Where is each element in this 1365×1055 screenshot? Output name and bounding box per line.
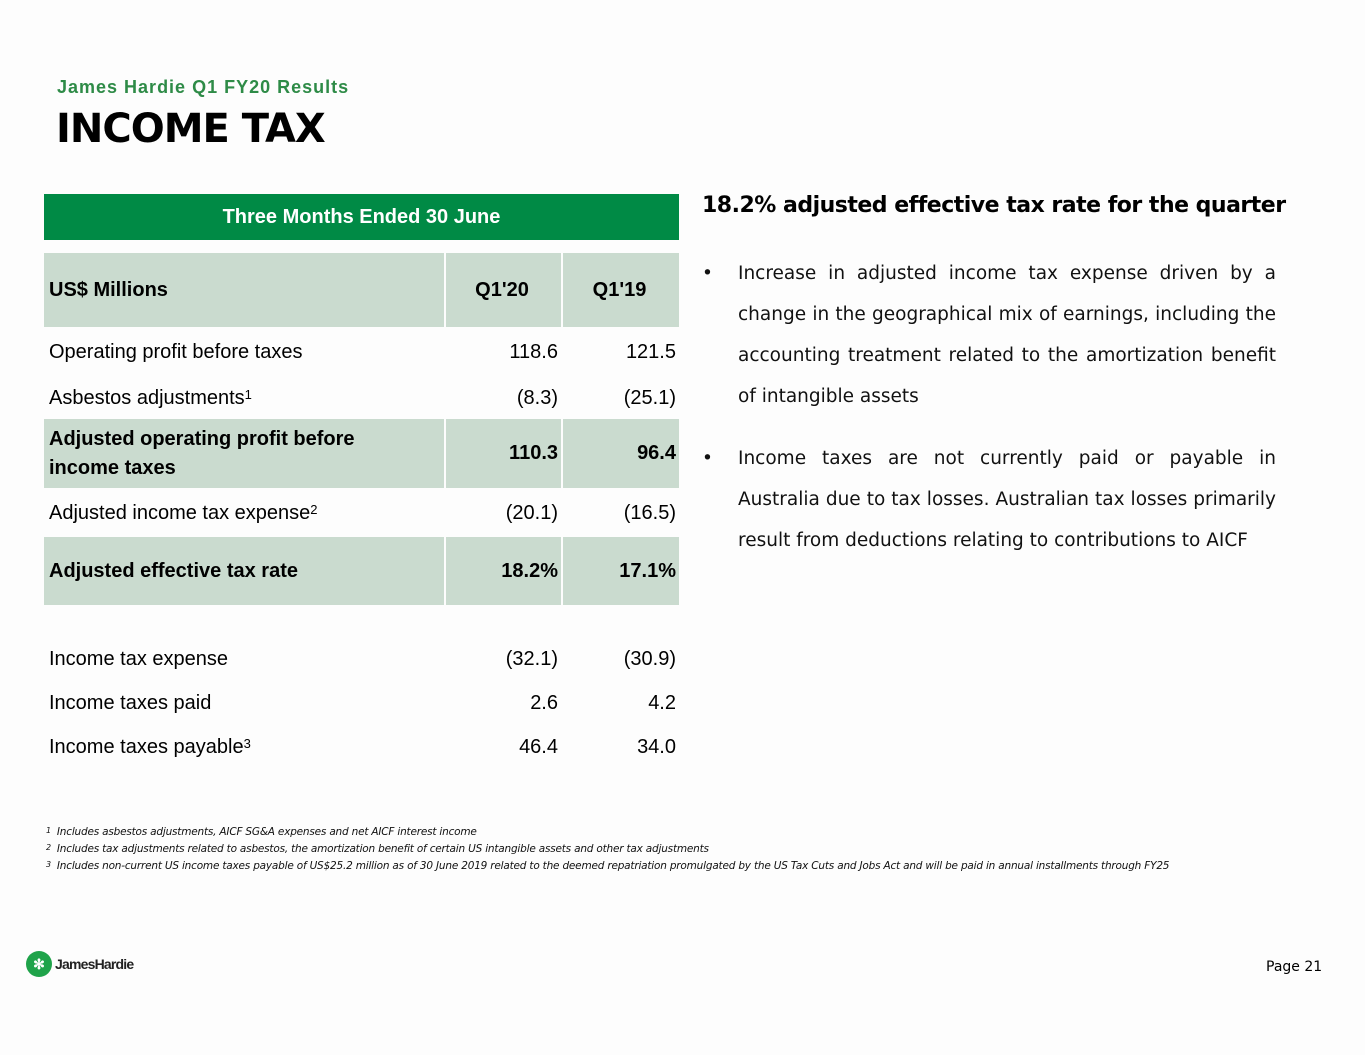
row-label: Adjusted income tax expense 2 <box>49 501 318 524</box>
footnote: 2 Includes tax adjustments related to asb… <box>46 843 709 855</box>
table-row: Income taxes payable 3 46.4 34.0 <box>44 725 679 769</box>
row-label: Income taxes paid <box>49 691 212 714</box>
logo-mark-icon: ✻ <box>26 951 52 977</box>
footnote: 1 Includes asbestos adjustments, AICF SG&… <box>46 826 477 838</box>
row-label: Adjusted effective tax rate <box>44 537 444 605</box>
slide-subtitle: James Hardie Q1 FY20 Results <box>57 77 350 97</box>
table-period-header: Three Months Ended 30 June <box>44 194 679 240</box>
james-hardie-logo: ✻ JamesHardie <box>26 951 134 977</box>
column-header-q1-19: Q1'19 <box>563 253 679 327</box>
column-header-label: US$ Millions <box>44 253 444 327</box>
bullet-item: • Income taxes are not currently paid or… <box>702 438 1276 561</box>
row-label: Operating profit before taxes <box>49 340 303 363</box>
row-value-q1-19: (30.9) <box>623 647 676 670</box>
table-row-subtotal: Adjusted operating profit before income … <box>44 419 679 488</box>
footnote-ref: 1 <box>244 386 252 402</box>
row-value-q1-19: 4.2 <box>648 691 676 714</box>
row-value-q1-19: 17.1% <box>563 537 679 605</box>
bullet-item: • Increase in adjusted income tax expens… <box>702 253 1276 417</box>
row-value-q1-19: (25.1) <box>623 386 676 409</box>
bullet-text: Income taxes are not currently paid or p… <box>738 448 1276 551</box>
table-row: Operating profit before taxes 118.6 121.… <box>44 330 679 374</box>
footnote-ref: 2 <box>310 501 318 517</box>
row-value-q1-20: 46.4 <box>519 735 558 758</box>
bullet-text: Increase in adjusted income tax expense … <box>738 263 1276 407</box>
bullet-icon: • <box>702 263 713 284</box>
page-number: Page 21 <box>1266 959 1323 975</box>
row-value-q1-20: 2.6 <box>530 691 558 714</box>
table-row: Asbestos adjustments 1 (8.3) (25.1) <box>44 376 679 420</box>
table-row-rate: Adjusted effective tax rate 18.2% 17.1% <box>44 537 679 605</box>
table-row: Adjusted income tax expense 2 (20.1) (16.… <box>44 491 679 535</box>
slide-title: INCOME TAX <box>56 106 326 152</box>
row-value-q1-20: (20.1) <box>505 501 558 524</box>
table-header-row: US$ Millions Q1'20 Q1'19 <box>44 253 679 327</box>
bullet-icon: • <box>702 448 713 469</box>
row-value-q1-20: 18.2% <box>446 537 561 605</box>
row-label: Asbestos adjustments 1 <box>49 386 252 409</box>
row-value-q1-19: 121.5 <box>625 340 676 363</box>
row-value-q1-20: 118.6 <box>509 340 558 363</box>
table-row: Income tax expense (32.1) (30.9) <box>44 637 679 681</box>
row-value-q1-19: 34.0 <box>637 735 676 758</box>
commentary-heading: 18.2% adjusted effective tax rate for th… <box>702 193 1286 218</box>
row-label: Income taxes payable 3 <box>49 735 251 758</box>
logo-text: JamesHardie <box>55 956 134 972</box>
row-label: Income tax expense <box>49 647 228 670</box>
footnote-ref: 3 <box>243 735 251 751</box>
footnote: 3 Includes non-current US income taxes pa… <box>46 860 1170 872</box>
row-label: Adjusted operating profit before income … <box>44 419 444 488</box>
row-value-q1-19: (16.5) <box>623 501 676 524</box>
row-value-q1-20: (32.1) <box>505 647 558 670</box>
row-value-q1-19: 96.4 <box>563 419 679 488</box>
row-value-q1-20: (8.3) <box>516 386 558 409</box>
table-row: Income taxes paid 2.6 4.2 <box>44 681 679 725</box>
column-header-q1-20: Q1'20 <box>446 253 561 327</box>
row-value-q1-20: 110.3 <box>446 419 561 488</box>
